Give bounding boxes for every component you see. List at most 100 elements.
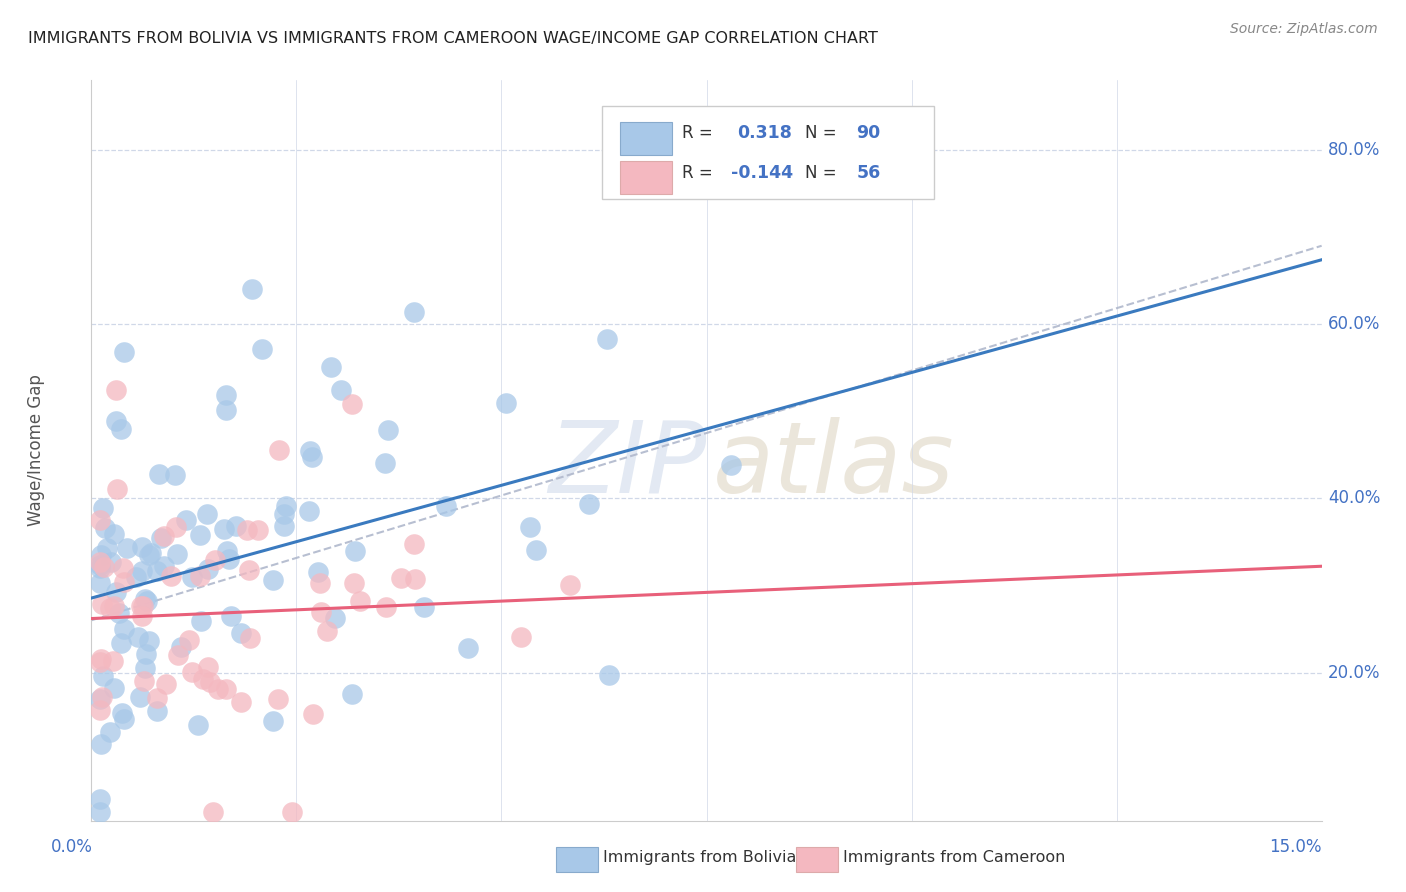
Point [524,542,547,557]
Text: Wage/Income Gap: Wage/Income Gap [27,375,45,526]
Point [308,575,330,590]
Point [131,565,153,579]
Point [349,594,371,608]
Point [247,523,270,537]
Point [132,673,155,688]
Point [495,396,517,410]
Point [131,540,153,554]
Point [89,513,111,527]
Point [160,569,183,583]
Point [329,384,352,398]
Point [377,423,399,437]
Point [94,521,117,535]
Point [236,524,259,538]
Point [262,574,284,588]
Point [135,594,157,608]
Point [89,792,111,806]
Point [110,422,132,436]
Point [129,690,152,704]
Point [197,660,219,674]
Point [101,654,124,668]
Point [105,585,128,599]
Point [596,332,619,346]
Text: IMMIGRANTS FROM BOLIVIA VS IMMIGRANTS FROM CAMEROON WAGE/INCOME GAP CORRELATION : IMMIGRANTS FROM BOLIVIA VS IMMIGRANTS FR… [28,31,877,46]
Point [218,552,240,566]
Point [165,520,187,534]
FancyBboxPatch shape [620,161,672,194]
Text: 40.0%: 40.0% [1327,490,1381,508]
Point [225,519,247,533]
Text: 90: 90 [856,125,880,143]
Point [112,574,135,589]
Point [89,805,111,819]
Point [100,556,122,570]
Text: R =: R = [682,163,718,182]
Point [323,611,346,625]
Point [132,599,155,613]
Text: 56: 56 [856,163,880,182]
Point [191,673,214,687]
Point [89,576,111,591]
Point [177,632,200,647]
Point [91,669,114,683]
Point [519,520,541,534]
Text: 80.0%: 80.0% [1327,141,1381,159]
Point [273,518,295,533]
Point [90,597,112,611]
Point [110,706,132,720]
Point [93,559,115,574]
Point [89,555,111,569]
Point [103,599,125,614]
Point [298,444,321,458]
Point [105,482,128,496]
Point [343,575,366,590]
Point [340,687,363,701]
Point [267,692,290,706]
Point [166,547,188,561]
Point [598,668,620,682]
Text: N =: N = [804,125,842,143]
Point [138,548,160,562]
Point [720,458,742,472]
Point [167,648,190,662]
Point [307,565,329,579]
Point [309,605,332,619]
Point [163,468,186,483]
Point [219,608,242,623]
Point [91,501,114,516]
Text: 0.0%: 0.0% [51,838,93,856]
Point [558,578,581,592]
Text: 15.0%: 15.0% [1270,838,1322,856]
Point [195,508,218,522]
Point [319,359,342,374]
Text: Immigrants from Bolivia: Immigrants from Bolivia [603,850,797,865]
Point [138,633,160,648]
Point [115,541,138,555]
Point [344,543,367,558]
Point [204,553,226,567]
Point [187,717,209,731]
Point [148,467,170,481]
Point [180,665,202,679]
Point [146,704,169,718]
Point [217,543,239,558]
Point [110,636,132,650]
Point [146,691,169,706]
FancyBboxPatch shape [620,122,672,155]
Point [434,500,457,514]
Point [89,558,111,572]
Point [212,522,235,536]
Point [96,541,118,555]
Point [134,591,156,606]
Point [89,692,111,706]
Point [135,647,157,661]
Point [374,456,396,470]
Point [111,561,134,575]
Point [240,282,263,296]
Point [298,504,321,518]
Point [105,414,128,428]
Point [197,561,219,575]
Point [149,532,172,546]
Point [89,703,111,717]
Point [190,614,212,628]
